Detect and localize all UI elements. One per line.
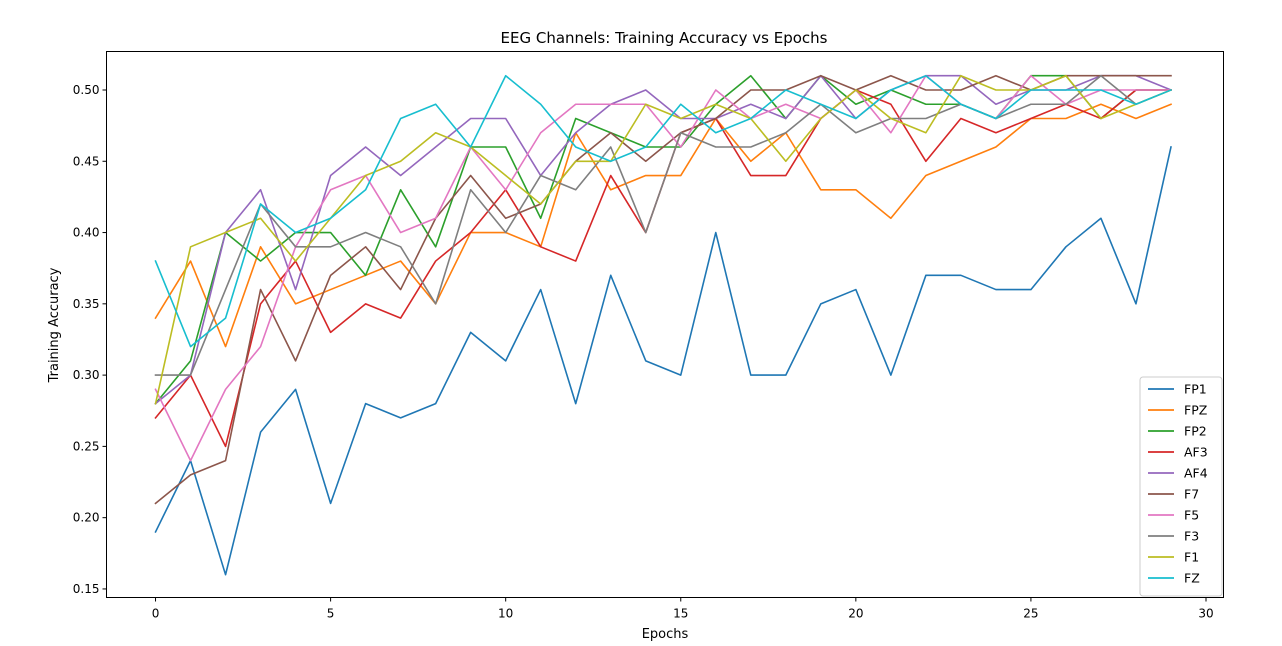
series-line-f5 bbox=[154, 74, 1172, 462]
series-line-fpz bbox=[154, 103, 1173, 348]
x-tick-label: 30 bbox=[1198, 607, 1213, 621]
x-tick-label: 0 bbox=[152, 607, 160, 621]
x-tick-label: 15 bbox=[673, 607, 688, 621]
legend-label-fpz: FPZ bbox=[1184, 403, 1207, 418]
y-axis: 0.15 0.20 0.25 0.30 0.35 0.40 0.45 0.50 bbox=[73, 83, 107, 596]
x-axis: 0 5 10 15 20 25 30 bbox=[152, 597, 1214, 621]
y-tick-label: 0.20 bbox=[73, 511, 100, 525]
legend-label-f1: F1 bbox=[1184, 550, 1199, 565]
series-line-f3 bbox=[154, 74, 1173, 376]
y-tick-label: 0.35 bbox=[73, 297, 100, 311]
series-line-fz bbox=[154, 74, 1173, 348]
y-tick-label: 0.15 bbox=[73, 582, 100, 596]
series-line-f1 bbox=[154, 74, 1173, 405]
x-tick-label: 5 bbox=[327, 607, 335, 621]
y-tick-label: 0.40 bbox=[73, 226, 100, 240]
legend-label-fp2: FP2 bbox=[1184, 424, 1207, 439]
legend-label-f7: F7 bbox=[1184, 487, 1199, 502]
x-tick-label: 20 bbox=[848, 607, 863, 621]
x-tick-label: 10 bbox=[498, 607, 513, 621]
legend: FP1 FPZ FP2 AF3 AF4 F7 F5 F3 F1 FZ bbox=[1139, 376, 1223, 597]
chart-title: EEG Channels: Training Accuracy vs Epoch… bbox=[501, 29, 828, 47]
series-line-fp1 bbox=[154, 146, 1172, 576]
x-axis-label: Epochs bbox=[642, 627, 689, 642]
plot-frame bbox=[106, 51, 1224, 598]
legend-label-af3: AF3 bbox=[1184, 445, 1208, 460]
y-tick-label: 0.30 bbox=[73, 368, 100, 382]
y-axis-label: Training Accuracy bbox=[47, 267, 62, 383]
legend-label-fp1: FP1 bbox=[1184, 382, 1207, 397]
series-lines bbox=[154, 74, 1173, 576]
series-line-af3 bbox=[154, 89, 1172, 448]
legend-label-f5: F5 bbox=[1184, 508, 1199, 523]
series-line-f7 bbox=[154, 74, 1172, 505]
legend-label-af4: AF4 bbox=[1184, 466, 1208, 481]
x-tick-label: 25 bbox=[1023, 607, 1038, 621]
y-tick-label: 0.50 bbox=[73, 83, 100, 97]
legend-label-fz: FZ bbox=[1184, 571, 1200, 586]
y-tick-label: 0.25 bbox=[73, 439, 100, 453]
series-line-af4 bbox=[154, 74, 1173, 405]
legend-label-f3: F3 bbox=[1184, 529, 1199, 544]
y-tick-label: 0.45 bbox=[73, 154, 100, 168]
